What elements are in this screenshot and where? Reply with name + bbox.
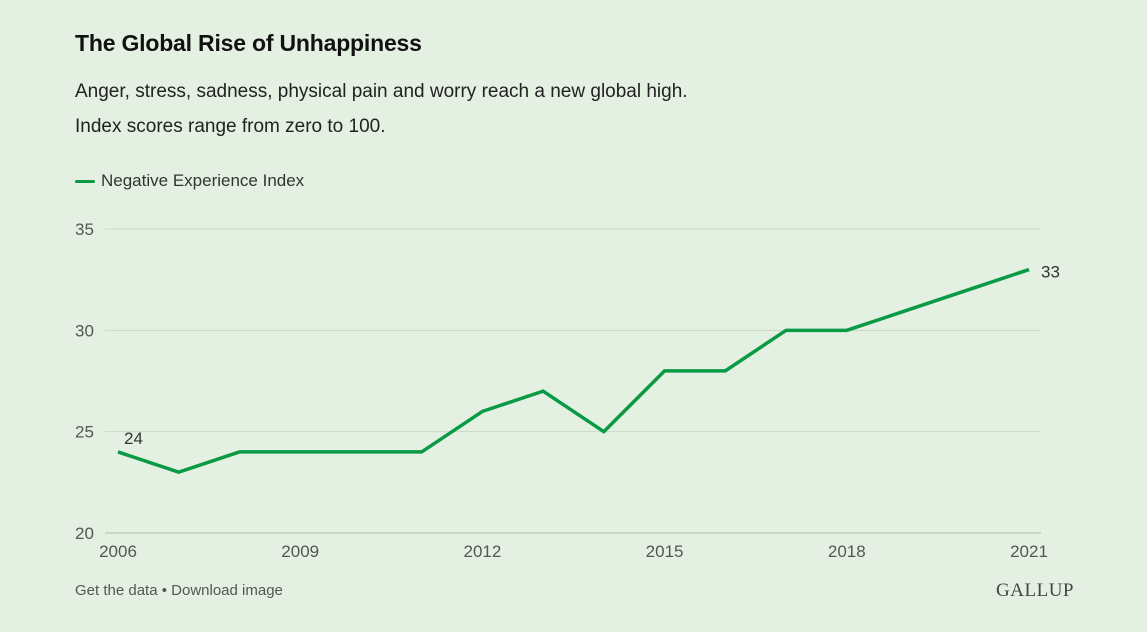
footer-separator: • (157, 582, 172, 599)
x-tick-label-2012: 2012 (463, 542, 501, 561)
footer-links: Get the data • Download image (75, 582, 283, 599)
data-point-2017 (784, 328, 788, 332)
data-point-2018 (845, 328, 849, 332)
x-tick-label-2009: 2009 (281, 542, 319, 561)
chart-note: Index scores range from zero to 100. (75, 116, 386, 137)
legend: Negative Experience Index (75, 171, 304, 191)
x-tick-label-2015: 2015 (646, 542, 684, 561)
data-point-2009 (298, 450, 302, 454)
series-line-0 (117, 267, 1030, 475)
y-tick-label-30: 30 (75, 321, 94, 340)
download-image-link[interactable]: Download image (171, 582, 283, 599)
gallup-logo: GALLUP (996, 580, 1074, 601)
x-tick-label-2006: 2006 (99, 542, 137, 561)
chart-title: The Global Rise of Unhappiness (75, 30, 422, 56)
data-label-2021: 33 (1041, 263, 1060, 282)
data-point-2007 (177, 470, 181, 474)
data-point-2011 (420, 450, 424, 454)
data-point-2010 (359, 450, 363, 454)
data-label-2006: 24 (124, 429, 143, 448)
data-point-2008 (237, 450, 241, 454)
get-data-link[interactable]: Get the data (75, 582, 158, 599)
y-tick-label-35: 35 (75, 220, 94, 239)
chart-subtitle: Anger, stress, sadness, physical pain an… (75, 81, 688, 102)
data-point-2013 (541, 389, 545, 393)
y-tick-label-25: 25 (75, 423, 94, 442)
data-point-2021 (1027, 268, 1031, 272)
legend-swatch (75, 179, 95, 183)
x-tick-label-2018: 2018 (828, 542, 866, 561)
data-point-2019 (906, 308, 910, 312)
legend-label: Negative Experience Index (101, 171, 305, 190)
data-point-2015 (663, 369, 667, 373)
data-point-2020 (966, 288, 970, 292)
data-point-2014 (602, 430, 606, 434)
data-point-2006 (116, 450, 120, 454)
data-point-2012 (480, 409, 484, 413)
y-tick-label-20: 20 (75, 524, 94, 543)
data-point-2016 (723, 369, 727, 373)
x-tick-label-2021: 2021 (1010, 542, 1048, 561)
